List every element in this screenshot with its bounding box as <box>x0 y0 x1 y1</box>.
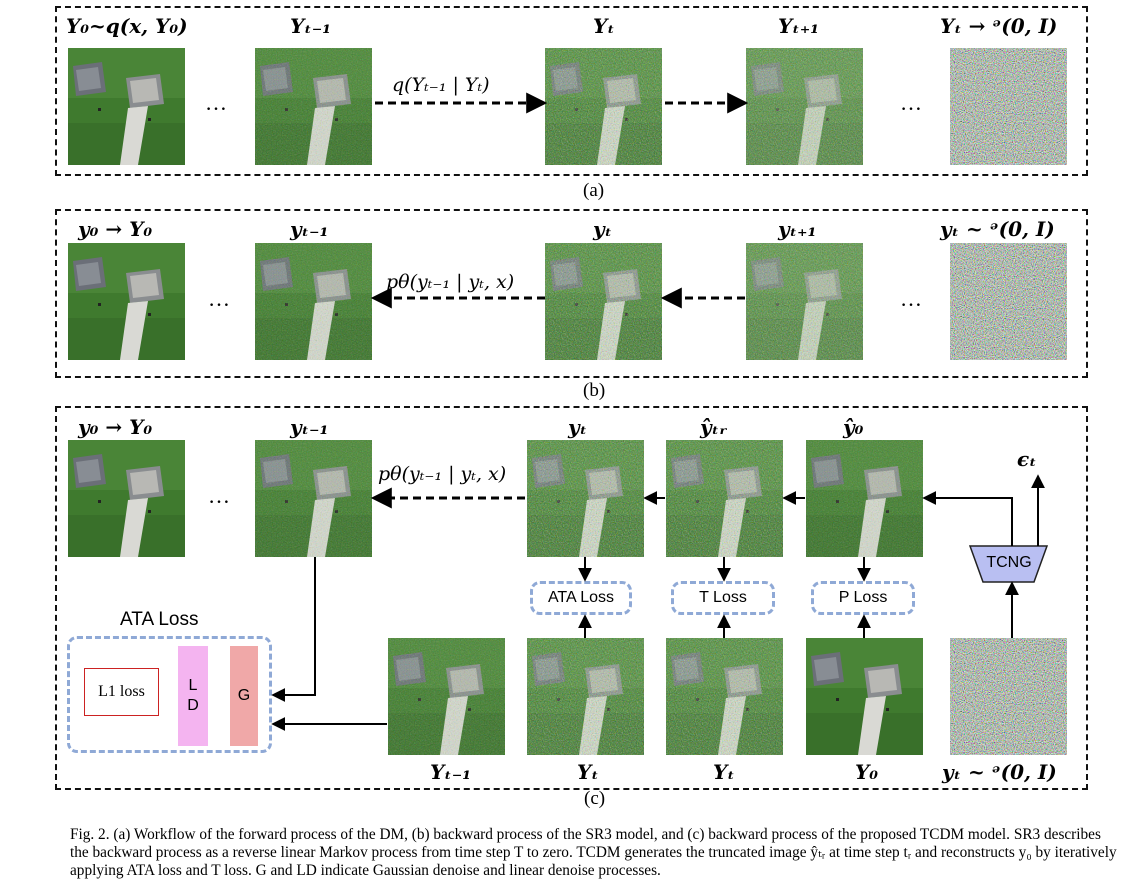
image-a-yt+1 <box>746 48 863 165</box>
image-c-yhat-tr <box>666 440 783 557</box>
label-b-yT: yₜ ~ ᵊ(0, I) <box>940 217 1055 241</box>
image-c-yt <box>527 440 644 557</box>
ellipsis-b-1: … <box>208 286 231 311</box>
label-c-yhat-0: ŷ₀ <box>843 415 864 439</box>
ata-detail-title: ATA Loss <box>120 609 199 630</box>
image-a-yt <box>545 48 662 165</box>
ellipsis-a-1: … <box>205 90 228 115</box>
label-c-yhat-tr: ŷₜᵣ <box>700 415 728 439</box>
label-a-y0: Y₀~q(x, Y₀) <box>66 14 188 38</box>
label-b-yt+1: yₜ₊₁ <box>778 217 817 241</box>
ellipsis-c: … <box>208 483 231 508</box>
loss-box-t: T Loss <box>671 581 775 615</box>
ellipsis-a-2: … <box>900 90 923 115</box>
image-c-bottom-yt-a <box>527 638 644 755</box>
tcng-label: TCNG <box>986 554 1032 571</box>
label-c-bottom-yT: yₜ ~ ᵊ(0, I) <box>942 760 1057 784</box>
image-b-yt+1 <box>746 243 863 360</box>
image-c-bottom-y0 <box>806 638 923 755</box>
label-c-bottom-yt-1: Yₜ₋₁ <box>430 760 472 784</box>
image-b-noise <box>950 243 1067 360</box>
label-c-bottom-y0: Y₀ <box>855 760 879 784</box>
label-c-bottom-yt-b: Yₜ <box>713 760 735 784</box>
arrow-label-c: pθ(yₜ₋₁ | yₜ, x) <box>378 463 507 485</box>
label-b-yt: yₜ <box>593 217 613 241</box>
caption-b: (b) <box>583 380 606 401</box>
image-b-yt-1 <box>255 243 372 360</box>
ld-block: L D <box>178 646 208 746</box>
g-block: G <box>230 646 258 746</box>
label-c-bottom-yt-a: Yₜ <box>577 760 599 784</box>
label-c-yt-1: yₜ₋₁ <box>290 415 329 439</box>
caption-c: (c) <box>584 788 606 809</box>
image-a-noise <box>950 48 1067 165</box>
panel-a <box>55 6 1088 176</box>
figure-caption: Fig. 2. (a) Workflow of the forward proc… <box>70 826 1117 879</box>
caption-a: (a) <box>583 180 605 201</box>
label-c-y0: y₀ → Y₀ <box>78 415 153 439</box>
l1-loss-box: L1 loss <box>84 668 159 716</box>
loss-box-ata: ATA Loss <box>530 581 632 615</box>
label-a-yt-1: Yₜ₋₁ <box>290 14 332 38</box>
ellipsis-b-2: … <box>900 286 923 311</box>
arrow-label-b: pθ(yₜ₋₁ | yₜ, x) <box>386 271 515 293</box>
label-b-yt-1: yₜ₋₁ <box>290 217 329 241</box>
label-a-yt+1: Yₜ₊₁ <box>778 14 820 38</box>
panel-b <box>55 209 1088 378</box>
image-b-yt <box>545 243 662 360</box>
image-c-clean <box>68 440 185 557</box>
label-a-yt: Yₜ <box>593 14 615 38</box>
label-b-y0: y₀ → Y₀ <box>78 217 153 241</box>
image-b-clean <box>68 243 185 360</box>
label-c-eps: ϵₜ <box>1017 447 1037 471</box>
image-c-yhat-0 <box>806 440 923 557</box>
arrow-label-a: q(Yₜ₋₁ | Yₜ) <box>392 74 490 96</box>
image-c-bottom-yt-1 <box>388 638 505 755</box>
label-c-yt: yₜ <box>568 415 588 439</box>
image-a-clean <box>68 48 185 165</box>
label-a-yT: Yₜ → ᵊ(0, I) <box>940 14 1058 38</box>
image-a-yt-1 <box>255 48 372 165</box>
panel-c <box>55 406 1088 790</box>
image-c-bottom-yt-b <box>666 638 783 755</box>
image-c-bottom-noise <box>950 638 1067 755</box>
image-c-yt-1 <box>255 440 372 557</box>
loss-box-p: P Loss <box>811 581 915 615</box>
